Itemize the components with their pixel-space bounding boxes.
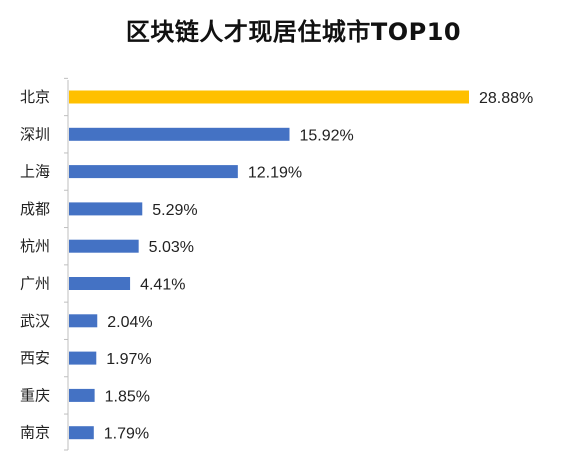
category-label: 北京 — [20, 88, 50, 106]
data-label: 5.29% — [152, 202, 197, 219]
category-label: 成都 — [20, 200, 50, 218]
category-label: 上海 — [20, 163, 50, 181]
data-label: 5.03% — [149, 239, 194, 256]
data-label: 12.19% — [248, 165, 302, 182]
bar — [69, 314, 98, 328]
data-label: 1.97% — [106, 351, 151, 368]
bar — [69, 277, 131, 290]
data-label: 1.85% — [105, 388, 150, 405]
category-label: 杭州 — [20, 237, 50, 255]
bar — [69, 127, 290, 141]
category-label: 南京 — [20, 424, 50, 442]
chart-title: 区块链人才现居住城市TOP10 — [125, 18, 462, 46]
bar — [69, 165, 238, 179]
bar — [69, 90, 469, 104]
bar — [69, 388, 95, 402]
bar — [69, 426, 94, 440]
category-label: 武汉 — [20, 312, 50, 330]
bar — [69, 351, 97, 365]
data-label: 28.88% — [479, 90, 533, 107]
bar — [69, 239, 139, 253]
bar — [69, 202, 143, 216]
category-label: 广州 — [20, 275, 50, 293]
data-label: 4.41% — [140, 277, 185, 294]
data-label: 15.92% — [299, 127, 353, 144]
data-label: 2.04% — [107, 314, 152, 331]
category-label: 西安 — [20, 349, 50, 367]
data-label: 1.79% — [104, 426, 149, 443]
category-label: 深圳 — [20, 125, 50, 143]
category-label: 重庆 — [20, 386, 50, 404]
